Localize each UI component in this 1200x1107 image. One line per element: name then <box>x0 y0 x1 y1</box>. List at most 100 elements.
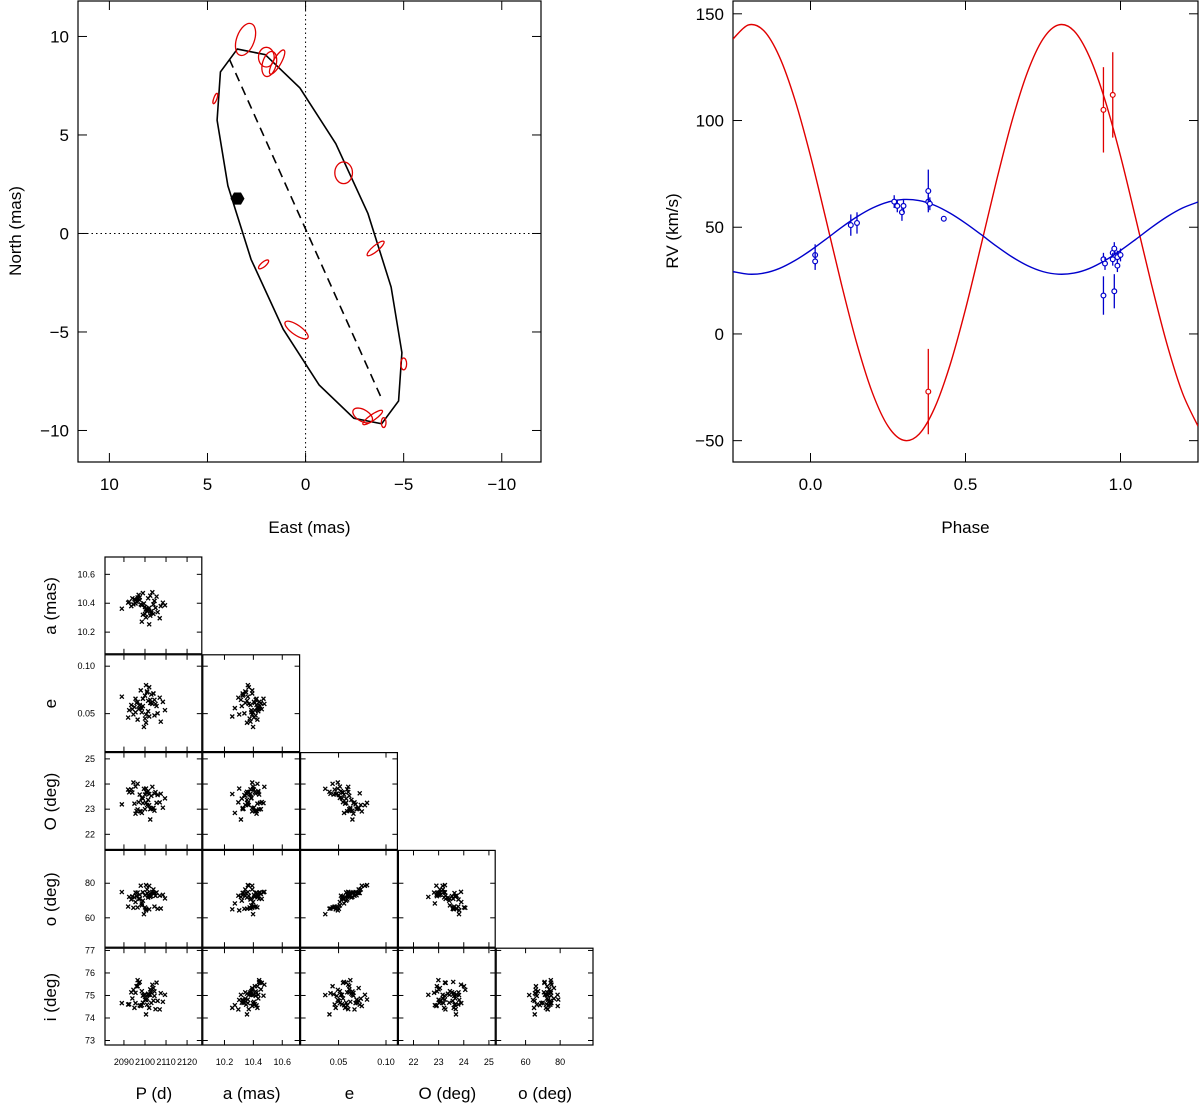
sample-point <box>333 791 339 797</box>
sample-point <box>142 693 148 699</box>
rv-point <box>1109 91 1116 98</box>
corner-panel: a (mas) 10.2 10.4 10.6 e 0.05 0.10 O (deg) 22 23 2… <box>41 556 594 1103</box>
sample-point <box>143 800 149 806</box>
y-tick-label: 150 <box>696 5 724 24</box>
sample-point <box>151 697 157 703</box>
sample-point <box>545 1006 550 1012</box>
sample-point <box>248 902 254 908</box>
sample-point <box>250 911 256 917</box>
sample-point <box>128 702 134 708</box>
sample-point <box>150 998 156 1004</box>
corner-y-tick-label: 22 <box>85 829 95 839</box>
sample-point <box>551 985 557 991</box>
sample-point <box>437 998 443 1004</box>
sample-point <box>140 590 146 596</box>
corner-y-tick-label: 10.4 <box>77 598 95 608</box>
sample-point <box>339 992 345 998</box>
sample-point <box>535 988 541 994</box>
sample-point <box>548 998 553 1004</box>
sample-point <box>151 598 157 604</box>
corner-frame <box>104 849 203 948</box>
sample-point <box>240 890 246 896</box>
sample-point <box>456 907 462 913</box>
sample-point <box>357 790 363 796</box>
x-tick-label: 0 <box>301 475 310 494</box>
sample-point <box>236 907 242 913</box>
corner-frame <box>104 654 203 753</box>
sample-point <box>261 889 267 895</box>
rv-point <box>1109 256 1116 263</box>
sample-point <box>245 1000 251 1006</box>
sample-point <box>133 890 138 896</box>
sample-point <box>235 799 241 805</box>
sample-point <box>130 601 136 607</box>
sample-point <box>239 703 245 709</box>
sample-point <box>341 979 347 985</box>
sample-point <box>150 601 156 607</box>
sample-point <box>150 890 156 896</box>
sample-point <box>349 808 355 814</box>
sample-point <box>139 795 145 801</box>
sample-point <box>364 882 370 888</box>
sample-point <box>344 786 350 792</box>
sample-point <box>343 1000 349 1006</box>
sample-point <box>119 694 125 700</box>
sample-point <box>356 985 362 991</box>
sample-point <box>446 992 452 998</box>
sample-point <box>133 1000 138 1006</box>
sample-point <box>254 717 260 723</box>
sample-point <box>141 724 147 730</box>
sample-point <box>453 894 458 900</box>
sample-point <box>347 999 353 1005</box>
sample-point <box>135 717 141 723</box>
corner-y-tick-label: 76 <box>85 968 95 978</box>
sample-point <box>331 991 337 997</box>
sample-point <box>238 817 244 822</box>
sample-point <box>254 990 260 996</box>
sample-point <box>252 894 258 900</box>
sample-point <box>139 619 145 625</box>
rv-point <box>1114 262 1121 269</box>
corner-y-label: a (mas) <box>41 577 60 635</box>
observation-ellipse <box>380 417 387 429</box>
sample-point <box>248 786 253 792</box>
sample-point <box>241 710 247 716</box>
sample-point <box>251 805 257 811</box>
sample-point <box>135 983 141 989</box>
sample-point <box>332 1002 338 1007</box>
corner-x-label: P (d) <box>136 1084 173 1103</box>
sample-point <box>245 882 251 888</box>
corner-frame <box>104 947 203 1046</box>
sample-point <box>442 997 448 1002</box>
sample-point <box>332 787 338 793</box>
sample-point <box>235 695 241 701</box>
sample-point <box>119 1000 125 1006</box>
corner-x-tick-label: 2100 <box>135 1057 155 1067</box>
sample-point <box>126 599 132 605</box>
sample-point <box>138 687 144 693</box>
sample-point <box>338 992 344 998</box>
sample-point <box>155 906 161 912</box>
sample-point <box>130 780 136 785</box>
sample-point <box>347 977 353 983</box>
sample-point <box>328 990 333 996</box>
sample-point <box>337 795 343 801</box>
sample-point <box>126 1001 132 1007</box>
rv-point <box>812 258 819 265</box>
corner-frame <box>202 751 301 850</box>
sample-point <box>546 986 552 992</box>
corner-x-label: O (deg) <box>418 1084 476 1103</box>
sample-point <box>249 687 255 693</box>
sample-point <box>147 700 153 706</box>
sample-point <box>158 990 164 996</box>
sample-point <box>256 705 262 711</box>
sample-point <box>254 983 260 989</box>
sample-point <box>245 682 251 688</box>
sample-point <box>246 1006 252 1012</box>
sample-point <box>352 1006 357 1012</box>
y-tick-label: −10 <box>40 421 69 440</box>
sample-point <box>356 998 362 1004</box>
sample-point <box>147 986 153 992</box>
sample-point <box>254 890 260 896</box>
